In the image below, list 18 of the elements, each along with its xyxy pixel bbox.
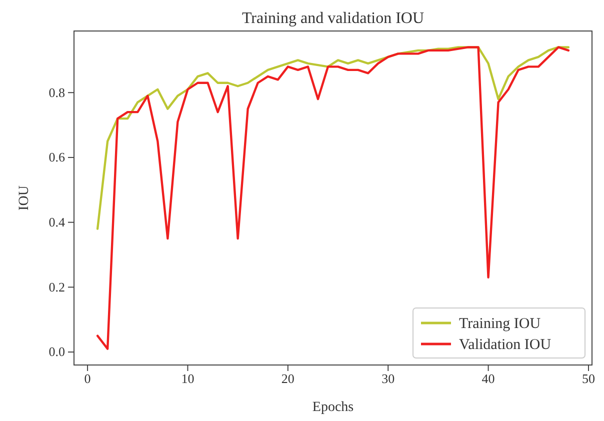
y-axis-title: IOU bbox=[17, 186, 32, 210]
legend-label: Training IOU bbox=[459, 316, 541, 332]
chart-title: Training and validation IOU bbox=[242, 10, 424, 27]
line-series bbox=[96, 46, 570, 230]
y-tick-label: 0.4 bbox=[48, 214, 66, 230]
legend-label: Validation IOU bbox=[459, 337, 552, 353]
x-tick-label: 30 bbox=[382, 371, 395, 386]
y-tick-label: 0.0 bbox=[48, 344, 65, 360]
x-tick-label: 20 bbox=[281, 371, 294, 386]
y-tick-label: 0.8 bbox=[48, 84, 65, 100]
line-series bbox=[96, 46, 570, 350]
x-tick-label: 10 bbox=[181, 371, 194, 386]
x-tick-label: 0 bbox=[84, 371, 91, 386]
y-tick-label: 0.2 bbox=[48, 279, 65, 294]
x-tick-label: 40 bbox=[482, 371, 495, 386]
x-axis-title: Epochs bbox=[312, 400, 354, 415]
y-tick-label: 0.6 bbox=[48, 150, 66, 165]
x-tick-label: 50 bbox=[582, 371, 595, 386]
